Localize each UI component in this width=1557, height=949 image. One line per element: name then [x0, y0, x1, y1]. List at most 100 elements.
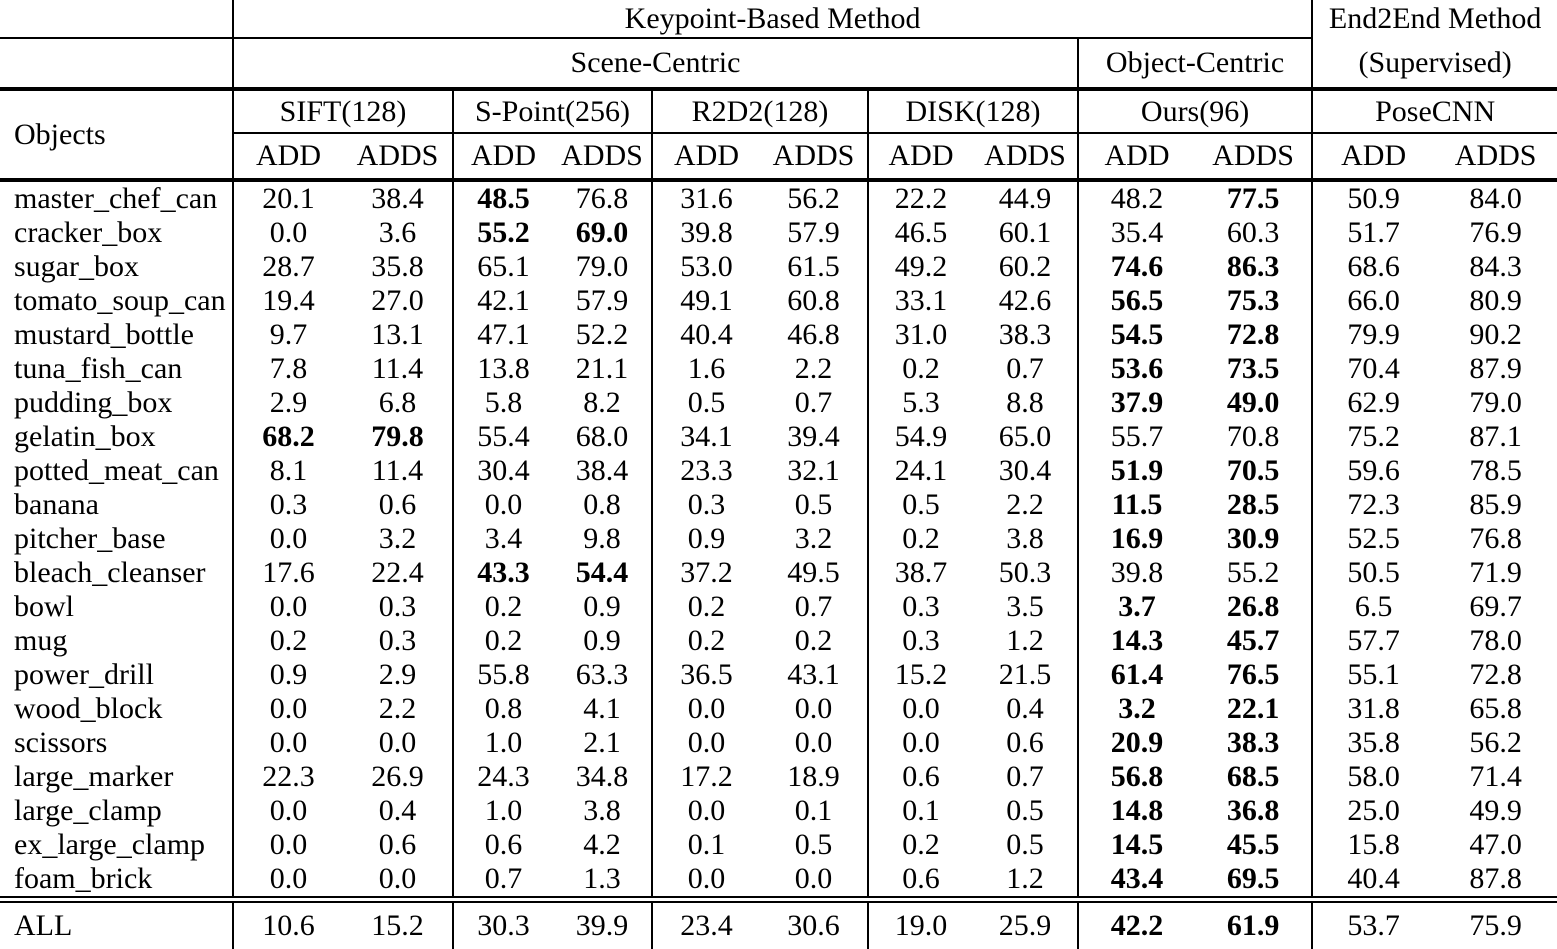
- group-header-row: Keypoint-Based Method End2End Method: [0, 0, 1557, 39]
- value-cell: 75.9: [1434, 896, 1557, 949]
- value-cell: 49.9: [1469, 794, 1522, 827]
- value-cell: 21.5: [998, 658, 1052, 691]
- value-cell: 71.9: [1469, 556, 1522, 589]
- value-cell: 1.3: [583, 862, 621, 895]
- value-cell: 43.1: [787, 658, 840, 691]
- object-row: large_clamp 0.0 0.4 1.0 3.8 0.0 0.1 0.1 0.5 14.8 3…: [0, 794, 1557, 828]
- value-cell: 77.5: [1226, 182, 1280, 215]
- value-cell: 56.8: [1077, 760, 1195, 794]
- value-cell: 72.3: [1311, 488, 1435, 522]
- value-cell: 0.0: [378, 862, 417, 895]
- value-cell: 0.2: [232, 624, 343, 658]
- object-name-cell: wood_block: [14, 692, 163, 725]
- value-cell: 0.4: [1006, 692, 1044, 725]
- value-cell: 45.5: [1226, 828, 1280, 861]
- value-cell: 22.2: [867, 180, 973, 216]
- object-row: cracker_box 0.0 3.6 55.2 69.0 39.8 57.9 46.5 60.…: [0, 216, 1557, 250]
- object-row: bleach_cleanser 17.6 22.4 43.3 54.4 37.2 49.5 3…: [0, 556, 1557, 590]
- value-cell: 38.3: [998, 318, 1052, 351]
- value-cell: 6.5: [1311, 590, 1435, 624]
- value-cell: 0.7: [452, 862, 553, 900]
- value-cell: 47.0: [1469, 828, 1522, 861]
- value-cell: 85.9: [1469, 488, 1522, 521]
- value-cell: 76.9: [1469, 216, 1522, 249]
- value-cell: 65.1: [452, 250, 553, 284]
- object-row: potted_meat_can 8.1 11.4 30.4 38.4 23.3 32.1 24…: [0, 454, 1557, 488]
- objects-column-header: Objects: [0, 89, 233, 182]
- value-cell: 8.1: [232, 454, 343, 488]
- value-cell: 31.6: [651, 180, 760, 216]
- value-cell: 65.8: [1469, 692, 1522, 725]
- value-cell: 0.2: [651, 590, 760, 624]
- value-cell: 48.5: [452, 180, 553, 216]
- value-cell: 5.8: [452, 386, 553, 420]
- value-cell: 70.5: [1226, 454, 1280, 487]
- value-cell: 78.0: [1469, 624, 1522, 657]
- value-cell: 60.2: [998, 250, 1052, 283]
- value-cell: 69.7: [1469, 590, 1522, 623]
- object-row: tomato_soup_can 19.4 27.0 42.1 57.9 49.1 60.8 3…: [0, 284, 1557, 318]
- value-cell: 30.9: [1226, 522, 1280, 555]
- value-cell: 0.4: [378, 794, 417, 827]
- metric-header-adds: ADDS: [973, 133, 1078, 182]
- value-cell: 39.8: [651, 216, 760, 250]
- object-name-cell: master_chef_can: [14, 182, 218, 215]
- value-cell: 30.3: [452, 896, 553, 949]
- value-cell: 22.3: [232, 760, 343, 794]
- value-cell: 26.9: [371, 760, 424, 793]
- value-cell: 2.2: [794, 352, 833, 385]
- value-cell: 0.0: [232, 590, 343, 624]
- value-cell: 17.2: [651, 760, 760, 794]
- method-header-sift: SIFT(128): [232, 89, 453, 134]
- value-cell: 3.2: [794, 522, 833, 555]
- value-cell: 76.5: [1226, 658, 1280, 691]
- value-cell: 0.0: [651, 862, 760, 900]
- value-cell: 54.9: [867, 420, 973, 454]
- value-cell: 10.6: [232, 896, 343, 949]
- metric-header-add: ADD: [1077, 133, 1195, 182]
- value-cell: 50.5: [1311, 556, 1435, 590]
- object-row: scissors 0.0 0.0 1.0 2.1 0.0 0.0 0.0 0.6 20.9 38.3…: [0, 726, 1557, 760]
- value-cell: 11.4: [371, 352, 424, 385]
- value-cell: 1.6: [651, 352, 760, 386]
- value-cell: 57.9: [787, 216, 840, 249]
- value-cell: 0.0: [232, 522, 343, 556]
- value-cell: 0.0: [794, 692, 833, 725]
- value-cell: 0.2: [794, 624, 833, 657]
- value-cell: 66.0: [1311, 284, 1435, 318]
- value-cell: 20.1: [232, 180, 343, 216]
- value-cell: 23.4: [651, 896, 760, 949]
- value-cell: 0.5: [1006, 828, 1044, 861]
- value-cell: 0.9: [583, 590, 621, 623]
- value-cell: 56.2: [1469, 726, 1522, 759]
- object-name-cell: sugar_box: [14, 250, 139, 283]
- value-cell: 90.2: [1469, 318, 1522, 351]
- object-row: power_drill 0.9 2.9 55.8 63.3 36.5 43.1 15.2 21.…: [0, 658, 1557, 692]
- value-cell: 0.6: [867, 760, 973, 794]
- centric-header-row: Scene-Centric Object-Centric (Supervised…: [0, 38, 1557, 91]
- object-row: tuna_fish_can 7.8 11.4 13.8 21.1 1.6 2.2 0.2 0.7…: [0, 352, 1557, 386]
- value-cell: 76.8: [575, 182, 629, 215]
- value-cell: 0.1: [867, 794, 973, 828]
- object-row: wood_block 0.0 2.2 0.8 4.1 0.0 0.0 0.0 0.4 3.2 22.…: [0, 692, 1557, 726]
- value-cell: 73.5: [1226, 352, 1280, 385]
- value-cell: 78.5: [1469, 454, 1522, 487]
- value-cell: 53.7: [1311, 896, 1435, 949]
- value-cell: 0.8: [452, 692, 553, 726]
- value-cell: 70.4: [1311, 352, 1435, 386]
- value-cell: 37.2: [651, 556, 760, 590]
- value-cell: 55.8: [452, 658, 553, 692]
- corner-blank-cell: [0, 0, 233, 39]
- metric-header-adds: ADDS: [553, 133, 652, 182]
- value-cell: 68.6: [1311, 250, 1435, 284]
- value-cell: 38.3: [1226, 726, 1280, 759]
- value-cell: 50.9: [1311, 180, 1435, 216]
- object-centric-header: Object-Centric: [1076, 38, 1313, 91]
- value-cell: 80.9: [1469, 284, 1522, 317]
- value-cell: 7.8: [232, 352, 343, 386]
- value-cell: 25.0: [1311, 794, 1435, 828]
- object-row: pudding_box 2.9 6.8 5.8 8.2 0.5 0.7 5.3 8.8 37.9 4…: [0, 386, 1557, 420]
- value-cell: 31.8: [1311, 692, 1435, 726]
- value-cell: 13.8: [452, 352, 553, 386]
- value-cell: 79.9: [1311, 318, 1435, 352]
